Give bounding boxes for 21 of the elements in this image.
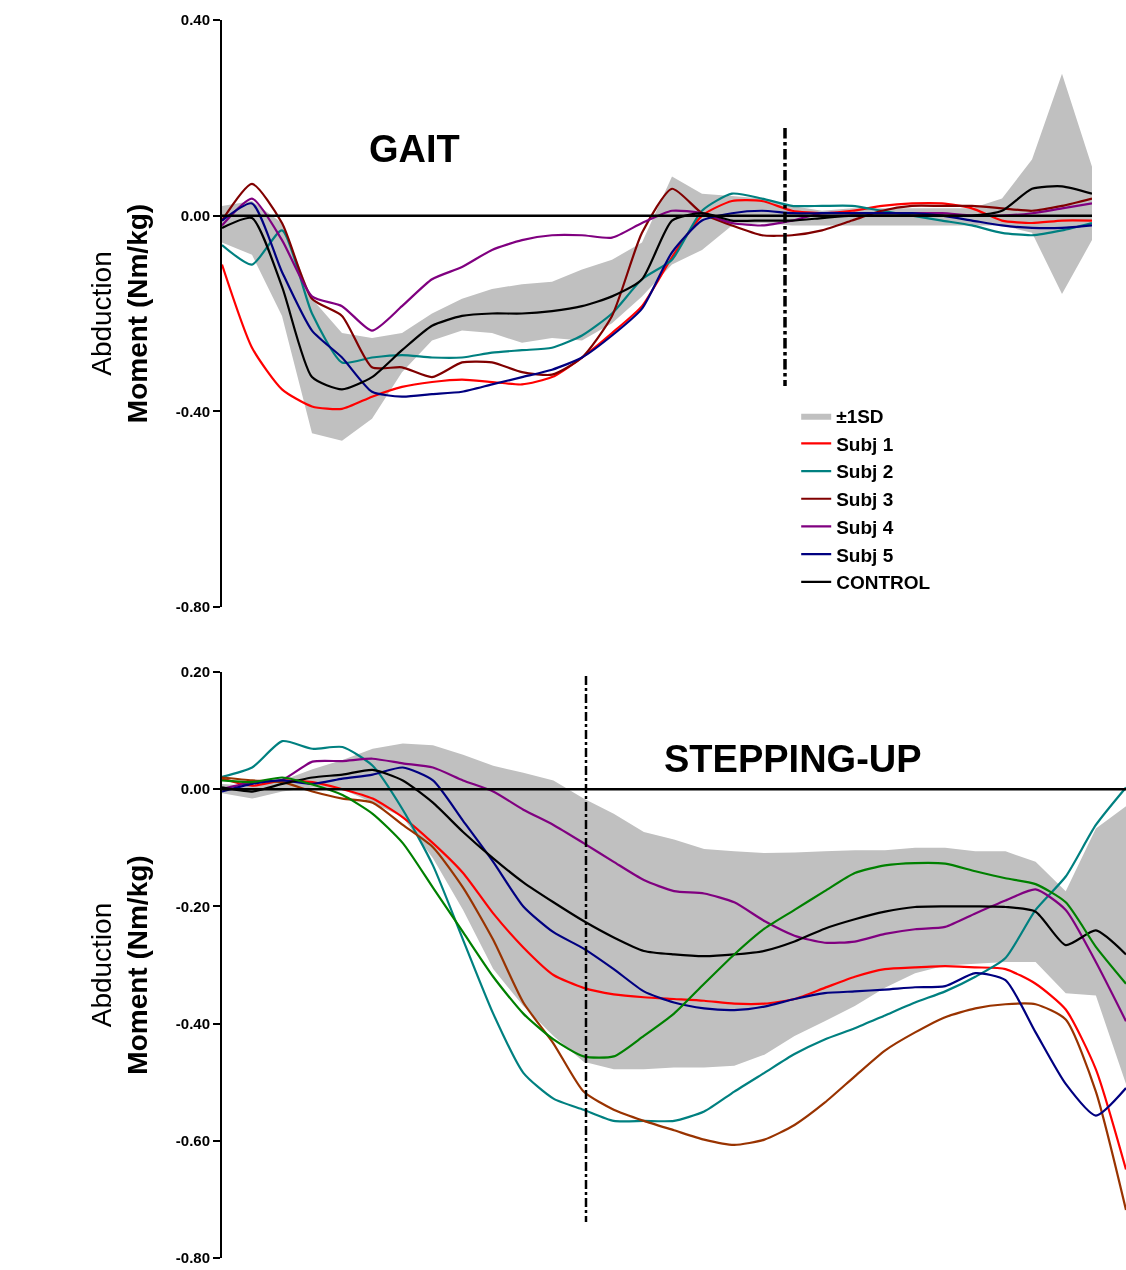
text: STEPPING-UP: [664, 738, 922, 780]
annotation: ±1SD: [836, 406, 884, 428]
legend-label: Subj 4: [836, 516, 894, 538]
y-tick-label: 0.20: [180, 663, 210, 681]
y-tick-label: -0.80: [175, 598, 210, 616]
y-axis-title: Abduction Moment (Nm/kg): [85, 203, 153, 424]
y-tick-label: 0.40: [180, 11, 210, 29]
y-axis-title: Abduction Moment (Nm/kg): [85, 855, 153, 1075]
text: GAIT: [369, 128, 460, 170]
y-tick-label: -0.80: [175, 1249, 210, 1267]
legend-label: Subj 5: [836, 544, 894, 566]
legend-label: CONTROL: [836, 572, 931, 594]
y-tick-label: 0.00: [180, 780, 210, 798]
y-tick-label: 0.00: [180, 206, 210, 224]
legend-label: Subj 2: [836, 461, 894, 483]
y-tick-label: -0.20: [175, 897, 210, 915]
legend-label: Subj 1: [836, 433, 894, 455]
y-tick-label: -0.60: [175, 1132, 210, 1150]
y-tick-label: -0.40: [175, 1014, 210, 1032]
legend-label: Subj 3: [836, 489, 894, 511]
y-tick-label: -0.40: [175, 402, 210, 420]
